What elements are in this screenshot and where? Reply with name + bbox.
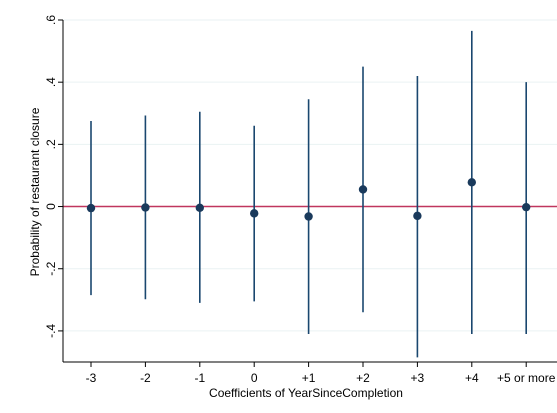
x-axis-ticks: -3 -2 -1 0 +1 +2 +3 +4 +5 or more [86,362,556,385]
x-tick-label-2: -1 [194,371,205,385]
y-tick-label-4: .4 [44,77,58,87]
x-tick-label-4: +1 [302,371,316,385]
coefficient-point-6 [413,211,422,221]
coefficient-point-2 [195,203,204,212]
x-axis-title: Coefficients of YearSinceCompletion [209,386,403,400]
x-tick-label-8: +5 or more [497,371,556,385]
axes [62,20,557,363]
coefficient-point-7 [467,178,476,187]
coefficient-point-3 [250,209,259,218]
x-tick-label-5: +2 [356,371,370,385]
y-tick-label-5: .6 [44,15,58,25]
y-tick-label-0: -.4 [44,324,58,338]
coefficient-points [86,178,531,221]
x-tick-label-3: 0 [251,371,258,385]
y-axis-title: Probability of restaurant closure [28,107,42,276]
coefficient-point-5 [358,185,368,194]
coefficient-point-1 [141,203,150,212]
coefficient-point-0 [86,203,96,213]
x-tick-label-0: -3 [86,371,97,385]
grid-lines [63,19,557,332]
y-tick-label-1: -.2 [44,261,58,275]
y-tick-label-2: 0 [44,203,58,210]
confidence-intervals [90,30,528,358]
y-axis-ticks: -.4 -.2 0 .2 .4 .6 [44,15,63,338]
x-tick-label-7: +4 [465,371,479,385]
x-tick-label-6: +3 [411,371,425,385]
coefficient-point-4 [304,212,313,221]
x-tick-label-1: -2 [140,371,151,385]
coefficient-point-8 [522,202,531,212]
y-tick-label-3: .2 [44,139,58,149]
